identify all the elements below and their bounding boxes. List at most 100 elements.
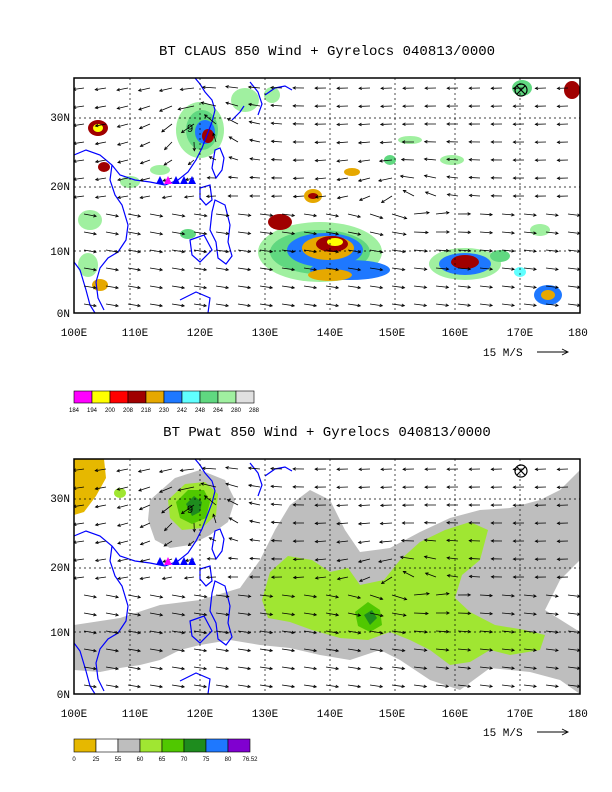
wind-vectors <box>74 85 580 308</box>
vector-scale: 15 M/S <box>483 348 570 360</box>
colorbar-label: 75 <box>203 757 210 763</box>
colorbar-swatch <box>73 738 97 753</box>
colorbar-label: 208 <box>123 408 134 414</box>
cloud-fields <box>78 80 580 305</box>
colorbar-swatch <box>199 390 219 404</box>
colorbar-swatch <box>183 738 207 753</box>
colorbar-swatch <box>91 390 111 404</box>
svg-text:10N: 10N <box>50 247 70 259</box>
svg-text:10N: 10N <box>50 628 70 640</box>
cloud-patch-typhoon <box>88 80 580 172</box>
svg-text:130E: 130E <box>252 328 279 340</box>
svg-text:100E: 100E <box>61 328 88 340</box>
svg-text:30N: 30N <box>50 113 70 125</box>
panel-claus: BT CLAUS 850 Wind + Gyrelocs 040813/0000 <box>50 44 588 414</box>
gridlines <box>74 78 580 313</box>
track-triangles <box>156 176 196 184</box>
colorbar-label: 218 <box>141 408 152 414</box>
colorbar-label: 288 <box>249 408 260 414</box>
pwat-yellow-patch <box>74 459 106 515</box>
svg-text:20N: 20N <box>50 182 70 194</box>
x-axis-labels: 100E 110E 120E 130E 140E 150E 160E 170E … <box>61 328 588 340</box>
track-triangles <box>156 557 196 565</box>
svg-text:100E: 100E <box>61 709 88 721</box>
svg-text:170E: 170E <box>507 709 534 721</box>
svg-text:160E: 160E <box>442 328 469 340</box>
cloud-patch-philippine-sea <box>258 189 390 282</box>
colorbar-swatch <box>181 390 201 404</box>
colorbar-swatch <box>109 390 129 404</box>
colorbar-swatch <box>217 390 237 404</box>
colorbar-label: 184 <box>69 408 80 414</box>
svg-text:140E: 140E <box>317 328 344 340</box>
gyre-location-icon <box>514 464 528 478</box>
colorbar-label: 0 <box>72 757 76 763</box>
svg-text:140E: 140E <box>317 709 344 721</box>
svg-text:150E: 150E <box>379 328 406 340</box>
y-axis-labels: 30N 20N 10N 0N <box>50 113 70 321</box>
svg-text:170E: 170E <box>507 328 534 340</box>
colorbar-label: 55 <box>115 757 122 763</box>
panel-title: BT CLAUS 850 Wind + Gyrelocs 040813/0000 <box>159 44 495 60</box>
colorbar-label: 230 <box>159 408 170 414</box>
panel-title: BT Pwat 850 Wind + Gyrelocs 040813/0000 <box>163 425 491 441</box>
colorbar-label: 264 <box>213 408 224 414</box>
colorbar-swatch <box>95 738 119 753</box>
colorbar-label: 76.52 <box>242 757 258 763</box>
svg-text:110E: 110E <box>122 328 149 340</box>
colorbar-label: 242 <box>177 408 188 414</box>
x-axis-labels: 100E 110E 120E 130E 140E 150E 160E 170E … <box>61 709 588 721</box>
svg-text:20N: 20N <box>50 563 70 575</box>
colorbar: 0 25 55 60 65 70 75 80 76.52 <box>72 738 258 763</box>
svg-text:160E: 160E <box>442 709 469 721</box>
colorbar-swatch <box>205 738 229 753</box>
svg-text:180: 180 <box>568 328 588 340</box>
gyre-location-icon <box>514 83 528 97</box>
wind-vectors <box>74 466 580 689</box>
colorbar-swatch <box>127 390 147 404</box>
y-axis-labels: 30N 20N 10N 0N <box>50 494 70 702</box>
colorbar-label: 25 <box>93 757 100 763</box>
svg-text:110E: 110E <box>122 709 149 721</box>
panel-pwat: BT Pwat 850 Wind + Gyrelocs 040813/0000 <box>50 425 588 763</box>
svg-text:120E: 120E <box>187 709 214 721</box>
colorbar-swatch <box>235 390 255 404</box>
colorbar-label: 70 <box>181 757 188 763</box>
svg-text:150E: 150E <box>379 709 406 721</box>
svg-text:30N: 30N <box>50 494 70 506</box>
svg-text:0N: 0N <box>57 309 70 321</box>
svg-text:15 M/S: 15 M/S <box>483 728 523 740</box>
colorbar-label: 248 <box>195 408 206 414</box>
vector-scale: 15 M/S <box>483 728 570 740</box>
colorbar-swatch <box>227 738 251 753</box>
storm-marker: 9 <box>187 124 194 136</box>
map-frame <box>73 458 581 695</box>
gridlines <box>74 459 580 694</box>
colorbar-label: 200 <box>105 408 116 414</box>
colorbar-label: 80 <box>225 757 232 763</box>
colorbar-swatch <box>145 390 165 404</box>
coastlines <box>74 459 293 694</box>
colorbar: 184 194 200 208 218 230 242 248 264 280 288 <box>69 390 260 414</box>
svg-text:120E: 120E <box>187 328 214 340</box>
svg-text:0N: 0N <box>57 690 70 702</box>
colorbar-label: 60 <box>137 757 144 763</box>
svg-text:180: 180 <box>568 709 588 721</box>
colorbar-swatch <box>73 390 93 404</box>
colorbar-swatch <box>161 738 185 753</box>
colorbar-swatch <box>139 738 163 753</box>
colorbar-swatch <box>163 390 183 404</box>
colorbar-label: 280 <box>231 408 242 414</box>
pwat-fields <box>74 459 580 694</box>
colorbar-swatch <box>117 738 141 753</box>
colorbar-label: 194 <box>87 408 98 414</box>
pwat-green-field <box>262 522 545 665</box>
svg-text:130E: 130E <box>252 709 279 721</box>
svg-text:15 M/S: 15 M/S <box>483 348 523 360</box>
map-frame <box>73 77 581 314</box>
coastlines <box>74 78 293 313</box>
colorbar-label: 65 <box>159 757 166 763</box>
cloud-patch-east <box>429 248 562 305</box>
storm-marker: 9 <box>187 505 194 517</box>
